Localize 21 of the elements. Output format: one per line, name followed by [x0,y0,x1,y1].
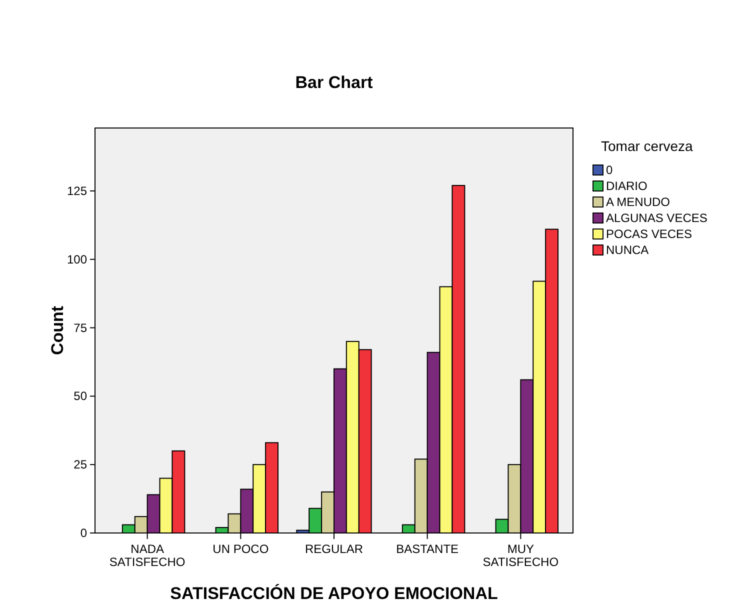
x-tick-label: MUY SATISFECHO [482,542,559,569]
y-tick-label: 75 [74,320,88,335]
legend-label: DIARIO [606,179,648,193]
legend-label: A MENUDO [606,195,670,209]
x-tick-label: REGULAR [304,542,364,556]
y-tick-label: 25 [74,458,88,472]
y-axis-title: Count [48,306,67,356]
x-tick-label: NADA SATISFECHO [109,542,186,569]
x-tick-label: BASTANTE [396,542,459,556]
x-axis-title: SATISFACCIÓN DE APOYO EMOCIONAL [170,583,498,603]
x-tick-label: UN POCO [212,542,269,556]
legend-label: POCAS VECES [606,227,692,241]
legend-label: ALGUNAS VECES [606,211,708,225]
legend-label: NUNCA [606,243,649,257]
chart-title: Bar Chart [295,73,374,92]
y-tick-label: 125 [66,184,88,198]
legend-label: 0 [606,163,613,177]
y-tick-label: 0 [80,526,88,540]
legend-title: Tomar cerveza [601,138,694,154]
y-tick-label: 50 [74,389,88,404]
y-tick-label: 100 [66,252,88,266]
